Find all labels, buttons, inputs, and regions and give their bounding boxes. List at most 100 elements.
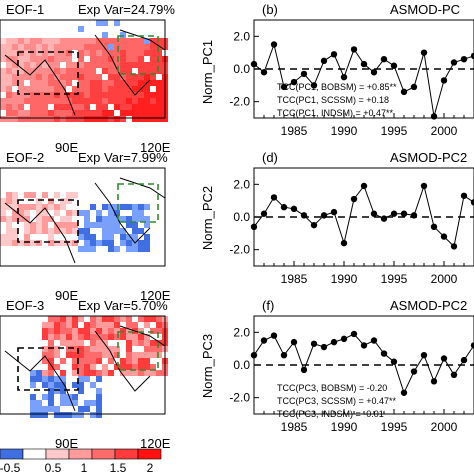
map-grid-cell xyxy=(108,56,114,62)
map-grid-cell xyxy=(144,92,150,98)
map-grid-cell xyxy=(78,388,84,394)
map-grid-cell xyxy=(78,50,84,56)
map-grid-cell xyxy=(48,388,54,394)
map-grid-cell xyxy=(60,400,66,406)
map-grid-cell xyxy=(30,376,36,382)
map-grid-cell xyxy=(114,352,120,358)
map-grid-cell xyxy=(102,240,108,246)
map-grid-cell xyxy=(114,20,120,26)
map-grid-cell xyxy=(126,334,132,340)
map-grid-cell xyxy=(66,110,72,116)
map-grid-cell xyxy=(108,86,114,92)
map-grid-cell xyxy=(108,38,114,44)
map-grid-cell xyxy=(54,116,60,122)
map-grid-cell xyxy=(60,382,66,388)
map-grid-cell xyxy=(48,382,54,388)
map-grid-cell xyxy=(36,204,42,210)
map-grid-cell xyxy=(42,104,48,110)
region-box-bob xyxy=(17,51,79,95)
map-frame xyxy=(0,19,166,119)
map-grid-cell xyxy=(0,38,6,44)
data-point xyxy=(250,60,258,68)
map-grid-cell xyxy=(144,364,150,370)
data-point xyxy=(450,371,458,378)
map-grid-cell xyxy=(108,44,114,50)
map-grid-cell xyxy=(0,240,6,246)
map-grid-cell xyxy=(84,104,90,110)
map-grid-cell xyxy=(42,98,48,104)
data-point xyxy=(280,352,288,359)
map-grid-cell xyxy=(48,358,54,364)
map-grid-cell xyxy=(42,394,48,400)
map-grid-cell xyxy=(72,328,78,334)
map-grid-cell xyxy=(48,328,54,334)
pc1-ylabel: Norm_PC1 xyxy=(200,40,215,104)
data-point xyxy=(360,182,368,190)
map-grid-cell xyxy=(150,352,156,358)
map-grid-cell xyxy=(42,376,48,382)
map-grid-cell xyxy=(42,192,48,198)
map-grid-cell xyxy=(18,50,24,56)
colorbar-cell xyxy=(0,448,24,460)
colorbar: -0.5 0.5 1 1.5 2 xyxy=(0,448,162,474)
map-grid-cell xyxy=(138,358,144,364)
map-grid-cell xyxy=(54,86,60,92)
map-grid-cell xyxy=(138,216,144,222)
map-grid-cell xyxy=(102,316,108,322)
map-grid-cell xyxy=(0,104,6,110)
region-box-scs xyxy=(117,331,159,371)
map-grid-cell xyxy=(36,50,42,56)
data-point xyxy=(450,59,458,66)
map-grid-cell xyxy=(156,80,162,86)
map-grid-cell xyxy=(42,62,48,68)
map-grid-cell xyxy=(84,92,90,98)
map-grid-cell xyxy=(114,116,120,122)
map-grid-cell xyxy=(78,406,84,412)
map-grid-cell xyxy=(66,104,72,110)
map-grid-cell xyxy=(6,92,12,98)
pc2-ylabel: Norm_PC2 xyxy=(200,186,215,250)
map-grid-cell xyxy=(6,38,12,44)
map-grid-cell xyxy=(108,68,114,74)
map-grid-cell xyxy=(30,412,36,418)
map-grid-cell xyxy=(12,68,18,74)
map-grid-cell xyxy=(156,92,162,98)
map-grid-cell xyxy=(144,38,150,44)
map-grid-cell xyxy=(72,62,78,68)
map-grid-cell xyxy=(60,334,66,340)
map-grid-cell xyxy=(120,80,126,86)
map-grid-cell xyxy=(126,92,132,98)
map-grid-cell xyxy=(114,228,120,234)
map-grid-cell xyxy=(30,382,36,388)
map-grid-cell xyxy=(144,234,150,240)
map-grid-cell xyxy=(96,412,102,418)
map-grid-cell xyxy=(126,38,132,44)
data-point xyxy=(290,205,298,213)
map-grid-cell xyxy=(120,50,126,56)
map-grid-cell xyxy=(156,38,162,44)
map-field-1 xyxy=(0,19,168,122)
map-grid-cell xyxy=(132,340,138,346)
map-grid-cell xyxy=(30,240,36,246)
map-grid-cell xyxy=(66,222,72,228)
data-point xyxy=(460,192,468,199)
map-grid-cell xyxy=(6,104,12,110)
map-grid-cell xyxy=(24,56,30,62)
map-grid-cell xyxy=(96,74,102,80)
map-grid-cell xyxy=(0,86,6,92)
map-grid-cell xyxy=(96,370,102,376)
map-grid-cell xyxy=(144,352,150,358)
map-grid-cell xyxy=(78,358,84,364)
map-grid-cell xyxy=(42,204,48,210)
map-grid-cell xyxy=(108,334,114,340)
map-grid-cell xyxy=(42,346,48,352)
map-grid-cell xyxy=(30,68,36,74)
map-grid-cell xyxy=(90,382,96,388)
coastline xyxy=(4,29,166,116)
x-tick-label: 1990 xyxy=(331,420,358,434)
map-grid-cell xyxy=(36,104,42,110)
map-grid-cell xyxy=(120,316,126,322)
map-grid-cell xyxy=(126,316,132,322)
map-lon-label-90e-2: 90E xyxy=(55,288,78,303)
map-grid-cell xyxy=(126,370,132,376)
